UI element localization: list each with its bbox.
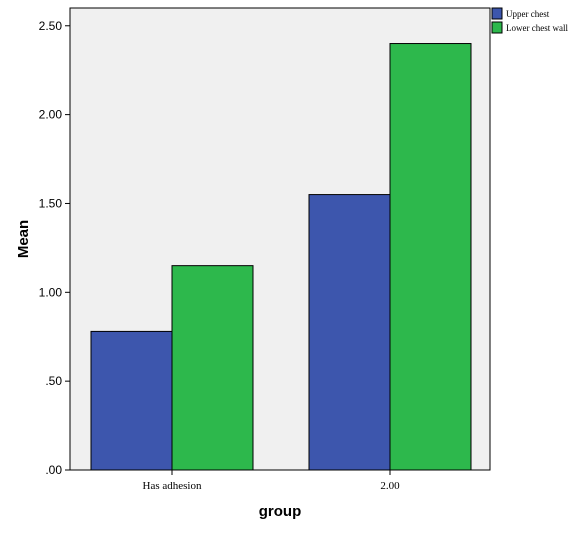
y-tick-label: .00: [45, 463, 62, 477]
bar-upper-chest-0: [90, 330, 173, 471]
bars-group: [90, 43, 472, 471]
legend-label: Upper chest: [506, 9, 550, 19]
bar-upper-chest-1: [308, 194, 391, 471]
bar-lower-chest-wall-0: [171, 265, 254, 471]
y-axis-title: Mean: [15, 220, 32, 258]
x-axis-title: group: [259, 503, 302, 520]
x-tick-label: Has adhesion: [143, 480, 202, 492]
y-tick-label: 2.50: [39, 19, 63, 33]
x-axis: Has adhesion 2.00: [70, 469, 490, 492]
legend-swatch: [491, 7, 503, 20]
legend: Upper chest Lower chest wall: [491, 7, 568, 34]
y-tick-label: 1.50: [39, 196, 63, 210]
bar-lower-chest-wall-1: [389, 43, 472, 471]
legend-swatch: [491, 21, 503, 34]
y-tick-label: 1.00: [39, 285, 63, 299]
x-tick-label: 2.00: [380, 480, 400, 492]
y-tick-label: 2.00: [39, 108, 63, 122]
legend-label: Lower chest wall: [506, 23, 568, 33]
y-axis: .00 .50 1.00 1.50 2.00 2.50: [39, 8, 71, 477]
y-tick-label: .50: [45, 374, 62, 388]
